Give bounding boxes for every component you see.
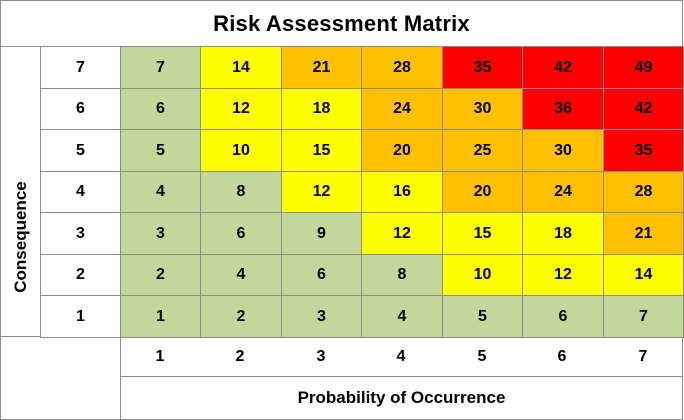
matrix-cell: 15 bbox=[442, 212, 523, 255]
matrix-cell: 21 bbox=[603, 212, 684, 255]
matrix-cell: 18 bbox=[522, 212, 604, 255]
x-tick-label: 3 bbox=[316, 348, 326, 365]
matrix-cell: 18 bbox=[281, 88, 362, 130]
matrix-cell: 6 bbox=[522, 295, 604, 338]
y-tick-label: 1 bbox=[40, 295, 121, 338]
x-axis-label: Probability of Occurrence bbox=[120, 376, 683, 420]
matrix-cell: 14 bbox=[200, 46, 282, 89]
x-tick-label: 1 bbox=[155, 348, 165, 365]
matrix-cell: 35 bbox=[442, 46, 523, 89]
matrix-cell: 20 bbox=[442, 171, 523, 213]
y-axis-label-box: Consequence bbox=[0, 46, 40, 337]
matrix-cell: 42 bbox=[603, 88, 684, 130]
matrix-cell: 8 bbox=[200, 171, 282, 213]
y-tick-label: 4 bbox=[40, 171, 121, 213]
corner-cell bbox=[0, 336, 121, 420]
matrix-cell: 6 bbox=[200, 212, 282, 255]
x-tick-label: 2 bbox=[235, 348, 245, 365]
x-tick-label: 4 bbox=[396, 348, 406, 365]
matrix-cell: 42 bbox=[522, 46, 604, 89]
matrix-cell: 7 bbox=[603, 295, 684, 338]
y-tick-label: 7 bbox=[40, 46, 121, 89]
matrix-cell: 30 bbox=[522, 129, 604, 172]
matrix-cell: 14 bbox=[603, 254, 684, 296]
y-axis-label: Consequence bbox=[11, 181, 30, 293]
matrix-cell: 5 bbox=[442, 295, 523, 338]
matrix-cell: 12 bbox=[361, 212, 443, 255]
matrix-cell: 3 bbox=[281, 295, 362, 338]
x-tick-label: 7 bbox=[638, 348, 648, 365]
matrix-cell: 4 bbox=[120, 171, 201, 213]
x-tick-label: 5 bbox=[477, 348, 487, 365]
matrix-cell: 24 bbox=[522, 171, 604, 213]
matrix-cell: 12 bbox=[200, 88, 282, 130]
matrix-cell: 8 bbox=[361, 254, 443, 296]
matrix-cell: 12 bbox=[522, 254, 604, 296]
matrix-cell: 16 bbox=[361, 171, 443, 213]
matrix-cell: 20 bbox=[361, 129, 443, 172]
matrix-cell: 6 bbox=[120, 88, 201, 130]
matrix-cell: 30 bbox=[442, 88, 523, 130]
matrix-cell: 4 bbox=[361, 295, 443, 338]
chart-title: Risk Assessment Matrix bbox=[0, 0, 683, 47]
matrix-cell: 24 bbox=[361, 88, 443, 130]
y-tick-label: 5 bbox=[40, 129, 121, 172]
matrix-cell: 49 bbox=[603, 46, 684, 89]
matrix-cell: 25 bbox=[442, 129, 523, 172]
y-tick-label: 3 bbox=[40, 212, 121, 255]
y-tick-label: 6 bbox=[40, 88, 121, 130]
matrix-cell: 2 bbox=[120, 254, 201, 296]
matrix-cell: 4 bbox=[200, 254, 282, 296]
matrix-cell: 15 bbox=[281, 129, 362, 172]
matrix-cell: 10 bbox=[442, 254, 523, 296]
matrix-cell: 6 bbox=[281, 254, 362, 296]
matrix-cell: 5 bbox=[120, 129, 201, 172]
matrix-cell: 9 bbox=[281, 212, 362, 255]
matrix-cell: 12 bbox=[281, 171, 362, 213]
matrix-cell: 28 bbox=[361, 46, 443, 89]
matrix-cell: 10 bbox=[200, 129, 282, 172]
y-tick-label: 2 bbox=[40, 254, 121, 296]
matrix-cell: 7 bbox=[120, 46, 201, 89]
matrix-cell: 3 bbox=[120, 212, 201, 255]
matrix-cell: 1 bbox=[120, 295, 201, 338]
matrix-cell: 21 bbox=[281, 46, 362, 89]
x-tick-label: 6 bbox=[557, 348, 567, 365]
matrix-cell: 35 bbox=[603, 129, 684, 172]
matrix-cell: 36 bbox=[522, 88, 604, 130]
matrix-cell: 2 bbox=[200, 295, 282, 338]
x-axis-ticks: 1 2 3 4 5 6 7 bbox=[120, 336, 683, 377]
matrix-cell: 28 bbox=[603, 171, 684, 213]
